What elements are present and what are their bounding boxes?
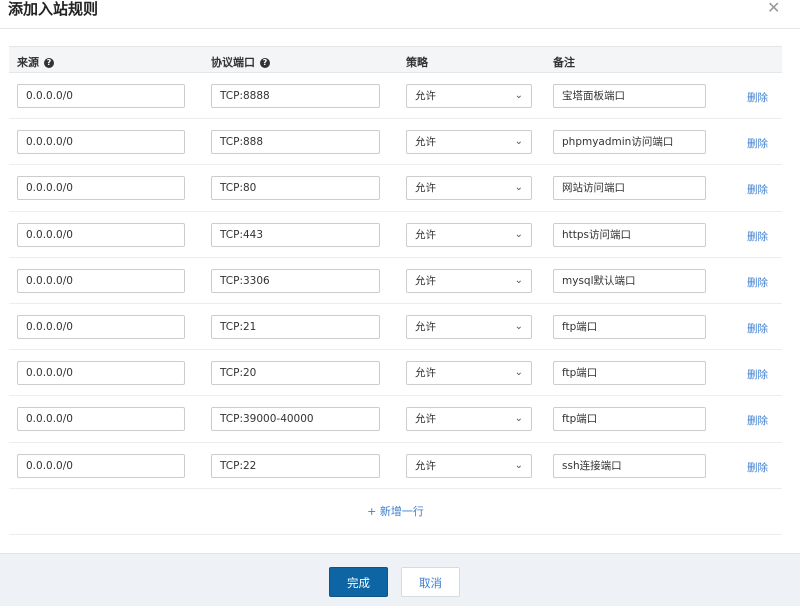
close-icon[interactable]: ✕ — [767, 0, 781, 17]
note-input[interactable]: 网站访问端口 — [553, 176, 706, 201]
source-input[interactable]: 0.0.0.0/0 — [17, 84, 185, 108]
table-row: 0.0.0.0/0 TCP:8888 允许 ⌄ 宝塔面板端口 删除 — [9, 73, 782, 120]
rules-table: 来源? 协议端口? 策略 备注 0.0.0.0/0 TCP:8888 允许 ⌄ 宝… — [9, 46, 782, 535]
table-row: 0.0.0.0/0 TCP:39000-40000 允许 ⌄ ftp端口 删除 — [9, 396, 782, 443]
source-input[interactable]: 0.0.0.0/0 — [17, 407, 185, 432]
port-input[interactable]: TCP:3306 — [211, 268, 380, 293]
dialog-footer: 完成 取消 — [0, 553, 800, 606]
source-input[interactable]: 0.0.0.0/0 — [17, 361, 185, 386]
help-icon[interactable]: ? — [260, 58, 270, 68]
chevron-down-icon: ⌄ — [514, 320, 523, 332]
delete-link[interactable]: 删除 — [747, 138, 768, 151]
table-header: 来源? 协议端口? 策略 备注 — [9, 46, 782, 73]
note-input[interactable]: ssh连接端口 — [553, 453, 706, 478]
chevron-down-icon: ⌄ — [514, 182, 523, 194]
chevron-down-icon: ⌄ — [514, 228, 523, 240]
note-input[interactable]: mysql默认端口 — [553, 268, 706, 293]
port-input[interactable]: TCP:20 — [211, 361, 380, 386]
source-input[interactable]: 0.0.0.0/0 — [17, 268, 185, 293]
chevron-down-icon: ⌄ — [514, 274, 523, 286]
port-input[interactable]: TCP:21 — [211, 314, 380, 339]
policy-value: 允许 — [415, 367, 436, 380]
delete-link[interactable]: 删除 — [747, 461, 768, 474]
source-input[interactable]: 0.0.0.0/0 — [17, 222, 185, 247]
port-input[interactable]: TCP:888 — [211, 130, 380, 155]
header-source: 来源? — [17, 54, 54, 70]
header-port: 协议端口? — [211, 54, 270, 70]
dialog-title: 添加入站规则 — [8, 0, 99, 18]
policy-select[interactable]: 允许 ⌄ — [406, 222, 532, 247]
policy-select[interactable]: 允许 ⌄ — [406, 130, 532, 155]
delete-link[interactable]: 删除 — [747, 184, 768, 197]
port-input[interactable]: TCP:443 — [211, 222, 380, 247]
policy-value: 允许 — [415, 459, 436, 472]
table-row: 0.0.0.0/0 TCP:443 允许 ⌄ https访问端口 删除 — [9, 212, 782, 258]
note-input[interactable]: ftp端口 — [553, 407, 706, 432]
port-input[interactable]: TCP:80 — [211, 176, 380, 201]
port-input[interactable]: TCP:39000-40000 — [211, 407, 380, 432]
delete-link[interactable]: 删除 — [747, 369, 768, 382]
header-source-label: 来源 — [17, 56, 39, 69]
policy-value: 允许 — [415, 182, 436, 195]
chevron-down-icon: ⌄ — [514, 367, 523, 379]
header-policy: 策略 — [406, 56, 428, 69]
note-input[interactable]: ftp端口 — [553, 314, 706, 339]
chevron-down-icon: ⌄ — [514, 90, 523, 101]
policy-value: 允许 — [415, 228, 436, 241]
policy-value: 允许 — [415, 320, 436, 333]
header-note: 备注 — [553, 56, 575, 69]
chevron-down-icon: ⌄ — [514, 413, 523, 425]
delete-link[interactable]: 删除 — [747, 415, 768, 428]
port-input[interactable]: TCP:22 — [211, 453, 380, 478]
table-row: 0.0.0.0/0 TCP:3306 允许 ⌄ mysql默认端口 删除 — [9, 258, 782, 304]
confirm-button[interactable]: 完成 — [329, 567, 388, 597]
port-input[interactable]: TCP:8888 — [211, 84, 380, 108]
note-input[interactable]: ftp端口 — [553, 361, 706, 386]
table-row: 0.0.0.0/0 TCP:888 允许 ⌄ phpmyadmin访问端口 删除 — [9, 119, 782, 166]
policy-value: 允许 — [415, 274, 436, 287]
cancel-button[interactable]: 取消 — [401, 567, 460, 597]
policy-value: 允许 — [415, 136, 436, 149]
policy-select[interactable]: 允许 ⌄ — [406, 361, 532, 386]
source-input[interactable]: 0.0.0.0/0 — [17, 130, 185, 155]
chevron-down-icon: ⌄ — [514, 136, 523, 148]
source-input[interactable]: 0.0.0.0/0 — [17, 176, 185, 201]
policy-value: 允许 — [415, 413, 436, 426]
source-input[interactable]: 0.0.0.0/0 — [17, 453, 185, 478]
delete-link[interactable]: 删除 — [747, 322, 768, 335]
add-row-button[interactable]: + 新增一行 — [9, 489, 782, 535]
policy-select[interactable]: 允许 ⌄ — [406, 407, 532, 432]
policy-select[interactable]: 允许 ⌄ — [406, 84, 532, 108]
delete-link[interactable]: 删除 — [747, 276, 768, 289]
table-row: 0.0.0.0/0 TCP:80 允许 ⌄ 网站访问端口 删除 — [9, 165, 782, 212]
table-row: 0.0.0.0/0 TCP:20 允许 ⌄ ftp端口 删除 — [9, 350, 782, 397]
policy-select[interactable]: 允许 ⌄ — [406, 268, 532, 293]
help-icon[interactable]: ? — [44, 58, 54, 68]
table-row: 0.0.0.0/0 TCP:21 允许 ⌄ ftp端口 删除 — [9, 304, 782, 351]
delete-link[interactable]: 删除 — [747, 92, 768, 104]
policy-select[interactable]: 允许 ⌄ — [406, 453, 532, 478]
policy-select[interactable]: 允许 ⌄ — [406, 176, 532, 201]
header-port-label: 协议端口 — [211, 56, 255, 69]
note-input[interactable]: https访问端口 — [553, 222, 706, 247]
note-input[interactable]: 宝塔面板端口 — [553, 84, 706, 108]
policy-select[interactable]: 允许 ⌄ — [406, 314, 532, 339]
policy-value: 允许 — [415, 90, 436, 102]
chevron-down-icon: ⌄ — [514, 459, 523, 471]
delete-link[interactable]: 删除 — [747, 230, 768, 243]
note-input[interactable]: phpmyadmin访问端口 — [553, 130, 706, 155]
source-input[interactable]: 0.0.0.0/0 — [17, 314, 185, 339]
table-row: 0.0.0.0/0 TCP:22 允许 ⌄ ssh连接端口 删除 — [9, 443, 782, 489]
divider — [0, 28, 800, 29]
